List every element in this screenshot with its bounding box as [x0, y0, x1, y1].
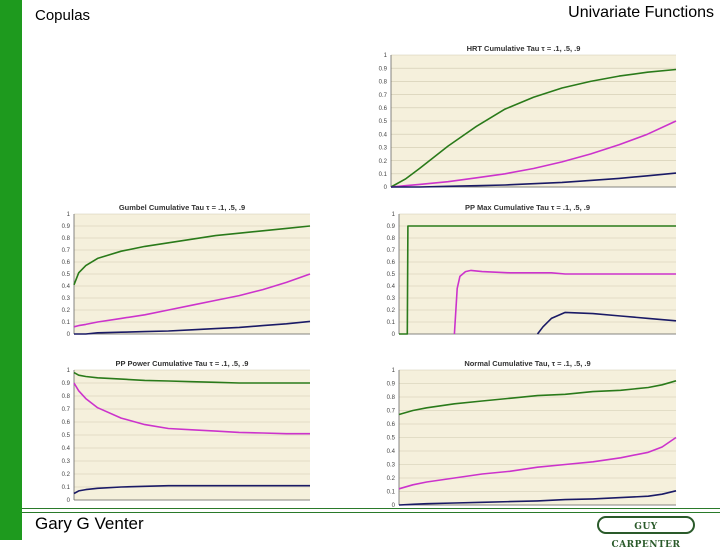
gumbel-series-line-2 [74, 320, 311, 335]
gumbel-y-tick-label: 0.8 [62, 236, 71, 242]
gumbel-series-line-1 [73, 273, 311, 328]
ppmax-title: PP Max Cumulative Tau τ = .1, .5, .9 [465, 203, 590, 212]
gumbel-y-tick-label: 0.9 [62, 224, 71, 230]
ppmax-y-tick-label: 1 [392, 212, 396, 218]
normal-y-tick-label: 0.2 [387, 476, 396, 482]
pppower-y-tick-label: 0.7 [62, 407, 71, 413]
gumbel-y-tick-label: 0.4 [62, 284, 71, 290]
pppower-y-tick-label: 0.9 [62, 381, 71, 387]
pppower-y-tick-label: 0.5 [62, 433, 71, 439]
ppmax-y-tick-label: 0.2 [387, 308, 396, 314]
gumbel-series-line-0 [73, 225, 311, 286]
ppmax-y-tick-label: 0.7 [387, 248, 396, 254]
hrt-y-tick-label: 0.7 [379, 93, 388, 99]
ppmax-y-tick-label: 0.8 [387, 236, 396, 242]
pppower-series-line-1 [73, 382, 310, 435]
ppmax-y-tick-label: 0 [392, 332, 396, 338]
normal-y-tick-label: 1 [392, 368, 396, 374]
hrt-y-tick-label: 0.4 [379, 132, 388, 138]
pppower-y-tick-label: 0.2 [62, 472, 71, 478]
hrt-y-tick-label: 0.5 [379, 119, 388, 125]
chart-gumbel: Gumbel Cumulative Tau τ = .1, .5, .9 0 0.1… [50, 200, 314, 340]
footer-divider [22, 508, 720, 513]
ppmax-series-line-1 [453, 269, 676, 335]
ppmax-y-tick-label: 0.4 [387, 284, 396, 290]
chart-normal: Normal Cumulative Tau, τ = .1, .5, .9 0 0.… [375, 356, 680, 511]
pppower-y-tick-label: 0.6 [62, 420, 71, 426]
pppower-series-line-0 [73, 371, 310, 384]
ppmax-y-tick-label: 0.1 [387, 320, 396, 326]
normal-y-tick-label: 0.5 [387, 436, 396, 442]
hrt-y-tick-label: 0.6 [379, 106, 388, 112]
gumbel-y-tick-label: 0 [67, 332, 71, 338]
pppower-y-tick-label: 0.8 [62, 394, 71, 400]
gumbel-y-tick-label: 0.5 [62, 272, 71, 278]
hrt-y-tick-label: 0.3 [379, 146, 388, 152]
normal-y-tick-label: 0.6 [387, 422, 396, 428]
pppower-svg: PP Power Cumulative Tau τ = .1, .5, .9 0 0… [62, 359, 310, 504]
normal-y-tick-label: 0.1 [387, 490, 396, 496]
slide-title: Univariate Functions [568, 4, 714, 21]
gumbel-y-tick-label: 0.6 [62, 260, 71, 266]
normal-y-tick-label: 0.3 [387, 463, 396, 469]
hrt-series-line-0 [390, 68, 677, 188]
hrt-y-tick-label: 0.8 [379, 80, 388, 86]
pppower-y-tick-label: 1 [67, 368, 71, 374]
normal-series-line-0 [398, 380, 677, 416]
ppmax-y-tick-label: 0.5 [387, 272, 396, 278]
hrt-y-tick-label: 1 [384, 53, 388, 59]
gumbel-svg: Gumbel Cumulative Tau τ = .1, .5, .9 0 0.1… [62, 203, 311, 338]
normal-series-line-2 [398, 490, 677, 506]
normal-y-tick-label: 0.9 [387, 382, 396, 388]
hrt-series-line-1 [390, 120, 677, 188]
normal-series-line-1 [398, 436, 677, 490]
chart-pp-power: PP Power Cumulative Tau τ = .1, .5, .9 0 0… [50, 356, 314, 506]
pppower-y-tick-label: 0.3 [62, 459, 71, 465]
hrt-y-tick-label: 0.1 [379, 172, 388, 178]
gumbel-y-tick-label: 0.2 [62, 308, 71, 314]
pppower-y-tick-label: 0.4 [62, 446, 71, 452]
gumbel-y-tick-label: 0.1 [62, 320, 71, 326]
author-name: Gary G Venter [35, 514, 144, 533]
ppmax-series-line-2 [536, 311, 677, 335]
hrt-y-tick-label: 0.2 [379, 159, 388, 165]
gumbel-y-tick-label: 0.7 [62, 248, 71, 254]
ppmax-series-line-0 [399, 225, 676, 335]
normal-y-tick-label: 0.7 [387, 409, 396, 415]
pppower-series-line-2 [73, 484, 310, 495]
hrt-series-line-2 [391, 172, 677, 188]
normal-y-tick-label: 0.8 [387, 395, 396, 401]
normal-y-tick-label: 0.4 [387, 449, 396, 455]
gumbel-y-tick-label: 1 [67, 212, 71, 218]
pppower-title: PP Power Cumulative Tau τ = .1, .5, .9 [116, 359, 249, 368]
ppmax-y-tick-label: 0.9 [387, 224, 396, 230]
company-logo: GUY CARPENTER [597, 516, 695, 550]
normal-y-tick-label: 0 [392, 503, 396, 509]
hrt-y-tick-label: 0 [384, 185, 388, 191]
gumbel-title: Gumbel Cumulative Tau τ = .1, .5, .9 [119, 203, 245, 212]
pppower-y-tick-label: 0 [67, 498, 71, 504]
hrt-y-tick-label: 0.9 [379, 66, 388, 72]
hrt-svg: HRT Cumulative Tau τ = .1, .5, .9 0 0.1 0.2… [379, 44, 677, 191]
gumbel-y-tick-label: 0.3 [62, 296, 71, 302]
ppmax-y-tick-label: 0.6 [387, 260, 396, 266]
normal-title: Normal Cumulative Tau, τ = .1, .5, .9 [464, 359, 590, 368]
pppower-y-tick-label: 0.1 [62, 485, 71, 491]
slide-section-title: Copulas [35, 7, 91, 24]
side-accent-bar [0, 0, 22, 540]
normal-svg: Normal Cumulative Tau, τ = .1, .5, .9 0 0.… [387, 359, 677, 509]
ppmax-y-tick-label: 0.3 [387, 296, 396, 302]
chart-hrt: HRT Cumulative Tau τ = .1, .5, .9 0 0.1 0.2… [367, 41, 680, 193]
hrt-title: HRT Cumulative Tau τ = .1, .5, .9 [467, 44, 581, 53]
ppmax-svg: PP Max Cumulative Tau τ = .1, .5, .9 0 0.1… [387, 203, 677, 338]
chart-pp-max: PP Max Cumulative Tau τ = .1, .5, .9 0 0.1… [375, 200, 680, 340]
